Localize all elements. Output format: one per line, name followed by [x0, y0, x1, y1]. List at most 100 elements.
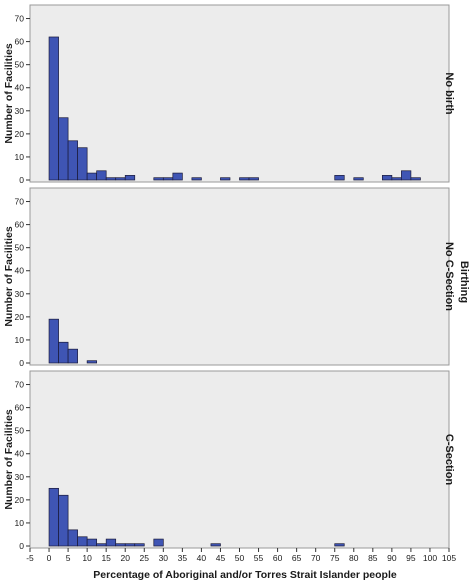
histogram-bar [153, 177, 164, 181]
x-tick-label: 60 [273, 553, 283, 563]
x-tick-label: 65 [292, 553, 302, 563]
y-tick-label: 0 [19, 175, 24, 185]
x-tick-label: 85 [368, 553, 378, 563]
histogram-bar [210, 543, 221, 547]
histogram-bar [248, 177, 259, 181]
y-axis-label: Number of Facilities [3, 43, 15, 144]
histogram-bar [334, 543, 345, 547]
y-tick-label: 40 [15, 266, 25, 276]
panel-no-birth: 0 10 20 30 40 50 60 70 Number of Facilities No bi… [3, 4, 455, 185]
y-tick-label: 20 [15, 495, 25, 505]
x-tick-label: 80 [349, 553, 359, 563]
histogram-bar [124, 175, 136, 181]
histogram-bar [58, 494, 69, 547]
y-tick-label: 50 [15, 60, 25, 70]
histogram-bar [381, 175, 393, 181]
histogram-bar [153, 538, 164, 547]
histogram-bar [162, 177, 174, 181]
y-tick-label: 60 [15, 37, 25, 47]
y-tick-label: 20 [15, 129, 25, 139]
y-tick-label: 30 [15, 106, 25, 116]
y-tick-label: 50 [15, 243, 25, 253]
histogram-bar [96, 543, 107, 547]
x-tick-label: 75 [330, 553, 340, 563]
histogram-bar [220, 177, 231, 181]
histogram-bar [77, 536, 88, 547]
x-axis: -5 0 5 10 15 20 25 30 35 40 45 50 55 60 65 70 75 80 85 90 95… [26, 548, 456, 563]
panel-background [29, 370, 450, 549]
y-tick-label: 40 [15, 83, 25, 93]
panel-c-section: 0 10 20 30 40 50 60 70 Number of Facilities C-Sec… [3, 370, 455, 551]
x-tick-label: 45 [216, 553, 226, 563]
y-tick-label: 70 [15, 197, 25, 207]
y-tick-label: 70 [15, 14, 25, 24]
panel-label: No C-Section [443, 242, 455, 311]
histogram-bar [67, 529, 78, 547]
histogram-bar [191, 177, 202, 181]
panel-no-c-section: 0 10 20 30 40 50 60 70 Number of Facilities No C-… [3, 187, 455, 368]
histogram-bar [48, 318, 59, 364]
x-tick-label: 25 [140, 553, 150, 563]
y-tick-label: 10 [15, 518, 25, 528]
histogram-bar [134, 543, 145, 547]
x-tick-label: 10 [82, 553, 92, 563]
histogram-bar [86, 172, 98, 181]
y-tick-label: 30 [15, 472, 25, 482]
histogram-bar [334, 175, 345, 181]
histogram-bar [239, 177, 250, 181]
panel-background [29, 187, 450, 366]
histogram-bar [115, 543, 126, 547]
x-axis-label: Percentage of Aboriginal and/or Torres S… [93, 569, 397, 581]
x-tick-label: 0 [47, 553, 52, 563]
x-tick-label: 35 [178, 553, 188, 563]
y-tick-label: 60 [15, 403, 25, 413]
histogram-bar [58, 117, 69, 181]
histogram-bar [353, 177, 364, 181]
x-tick-label: 55 [254, 553, 264, 563]
histogram-bar [86, 360, 98, 364]
histogram-bar [391, 177, 402, 181]
panel-background [29, 4, 450, 183]
y-tick-label: 20 [15, 312, 25, 322]
x-tick-label: 20 [120, 553, 130, 563]
histogram-bar [86, 538, 98, 547]
histogram-bar [410, 177, 421, 181]
x-tick-label: 15 [101, 553, 111, 563]
histogram-bar [115, 177, 126, 181]
histogram-bar [124, 543, 136, 547]
histogram-bar [96, 170, 107, 181]
x-tick-label: 5 [66, 553, 71, 563]
histogram-bar [105, 177, 117, 181]
y-axis-label: Number of Facilities [3, 409, 15, 510]
x-tick-label: 90 [387, 553, 397, 563]
panel-label: C-Section [443, 434, 455, 486]
x-tick-label: 40 [197, 553, 207, 563]
panel-label: No birth [443, 72, 455, 114]
histogram-bar [67, 348, 78, 364]
histogram-bar [48, 487, 59, 547]
y-tick-label: 0 [19, 541, 24, 551]
facet-group-label: Birthing [458, 261, 470, 303]
y-tick-label: 30 [15, 289, 25, 299]
histogram-bar [67, 140, 78, 181]
x-tick-label: 105 [442, 553, 456, 563]
histogram-bar [48, 36, 59, 181]
y-tick-label: 50 [15, 426, 25, 436]
y-tick-label: 0 [19, 358, 24, 368]
x-tick-label: 70 [311, 553, 321, 563]
x-tick-label: 100 [423, 553, 437, 563]
y-axis-label: Number of Facilities [3, 226, 15, 327]
histogram-bar [77, 147, 88, 181]
x-tick-label: 50 [235, 553, 245, 563]
histogram-bar [105, 538, 117, 547]
histogram-bar [401, 170, 412, 181]
x-tick-label: 95 [406, 553, 416, 563]
y-tick-label: 70 [15, 380, 25, 390]
y-tick-label: 40 [15, 449, 25, 459]
y-tick-label: 10 [15, 335, 25, 345]
x-tick-label: -5 [26, 553, 34, 563]
histogram-bar [58, 341, 69, 364]
y-tick-label: 60 [15, 220, 25, 230]
y-tick-label: 10 [15, 152, 25, 162]
